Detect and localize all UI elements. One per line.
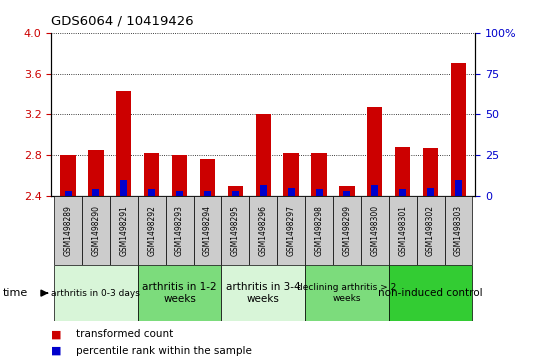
Text: GSM1498303: GSM1498303 — [454, 205, 463, 256]
Text: GSM1498295: GSM1498295 — [231, 205, 240, 256]
Bar — [176, 191, 183, 196]
Bar — [389, 196, 417, 265]
Text: GSM1498292: GSM1498292 — [147, 205, 156, 256]
Text: ■: ■ — [51, 329, 62, 339]
Bar — [60, 155, 76, 196]
Bar — [333, 196, 361, 265]
Bar — [92, 189, 99, 196]
Text: GSM1498297: GSM1498297 — [287, 205, 295, 256]
Bar — [339, 186, 355, 196]
Bar — [116, 91, 131, 196]
Text: GSM1498298: GSM1498298 — [314, 205, 323, 256]
Bar — [249, 196, 277, 265]
Bar — [120, 180, 127, 196]
Bar — [277, 196, 305, 265]
Text: GSM1498294: GSM1498294 — [203, 205, 212, 256]
Bar — [305, 196, 333, 265]
Bar — [204, 191, 211, 196]
Bar — [138, 196, 166, 265]
Text: time: time — [3, 288, 28, 298]
Text: GSM1498296: GSM1498296 — [259, 205, 268, 256]
Bar — [172, 155, 187, 196]
Bar — [444, 196, 472, 265]
Text: arthritis in 3-4
weeks: arthritis in 3-4 weeks — [226, 282, 301, 304]
Bar — [110, 196, 138, 265]
Text: GDS6064 / 10419426: GDS6064 / 10419426 — [51, 15, 194, 28]
Text: transformed count: transformed count — [76, 329, 173, 339]
Bar — [372, 184, 379, 196]
Bar — [305, 265, 389, 321]
Bar — [312, 153, 327, 196]
Bar — [367, 107, 382, 196]
Bar — [455, 180, 462, 196]
Bar — [389, 265, 472, 321]
Bar — [54, 265, 138, 321]
Bar — [399, 189, 406, 196]
Bar — [427, 188, 434, 196]
Bar — [88, 150, 104, 196]
Text: GSM1498293: GSM1498293 — [175, 205, 184, 256]
Bar — [255, 114, 271, 196]
Text: GSM1498302: GSM1498302 — [426, 205, 435, 256]
Bar — [65, 191, 71, 196]
Bar — [343, 191, 350, 196]
Text: arthritis in 0-3 days: arthritis in 0-3 days — [51, 289, 140, 298]
Bar — [232, 191, 239, 196]
Text: GSM1498299: GSM1498299 — [342, 205, 352, 256]
Bar — [315, 189, 322, 196]
Bar — [144, 153, 159, 196]
Text: GSM1498291: GSM1498291 — [119, 205, 129, 256]
Bar — [54, 196, 82, 265]
Bar — [82, 196, 110, 265]
Text: percentile rank within the sample: percentile rank within the sample — [76, 346, 252, 356]
Text: ■: ■ — [51, 346, 62, 356]
Bar — [417, 196, 444, 265]
Bar — [288, 188, 295, 196]
Bar — [221, 265, 305, 321]
Bar — [193, 196, 221, 265]
Bar — [228, 186, 243, 196]
Bar — [200, 159, 215, 196]
Text: GSM1498301: GSM1498301 — [398, 205, 407, 256]
Bar — [148, 189, 155, 196]
Text: GSM1498289: GSM1498289 — [64, 205, 72, 256]
Bar — [166, 196, 193, 265]
Bar — [260, 184, 267, 196]
Bar — [221, 196, 249, 265]
Bar — [138, 265, 221, 321]
Bar — [284, 153, 299, 196]
Text: GSM1498300: GSM1498300 — [370, 205, 379, 256]
Text: GSM1498290: GSM1498290 — [91, 205, 100, 256]
Bar — [451, 63, 466, 196]
Text: non-induced control: non-induced control — [378, 288, 483, 298]
Text: declining arthritis > 2
weeks: declining arthritis > 2 weeks — [298, 284, 396, 303]
Bar — [423, 148, 438, 196]
Bar — [395, 147, 410, 196]
Bar — [361, 196, 389, 265]
Text: arthritis in 1-2
weeks: arthritis in 1-2 weeks — [142, 282, 217, 304]
